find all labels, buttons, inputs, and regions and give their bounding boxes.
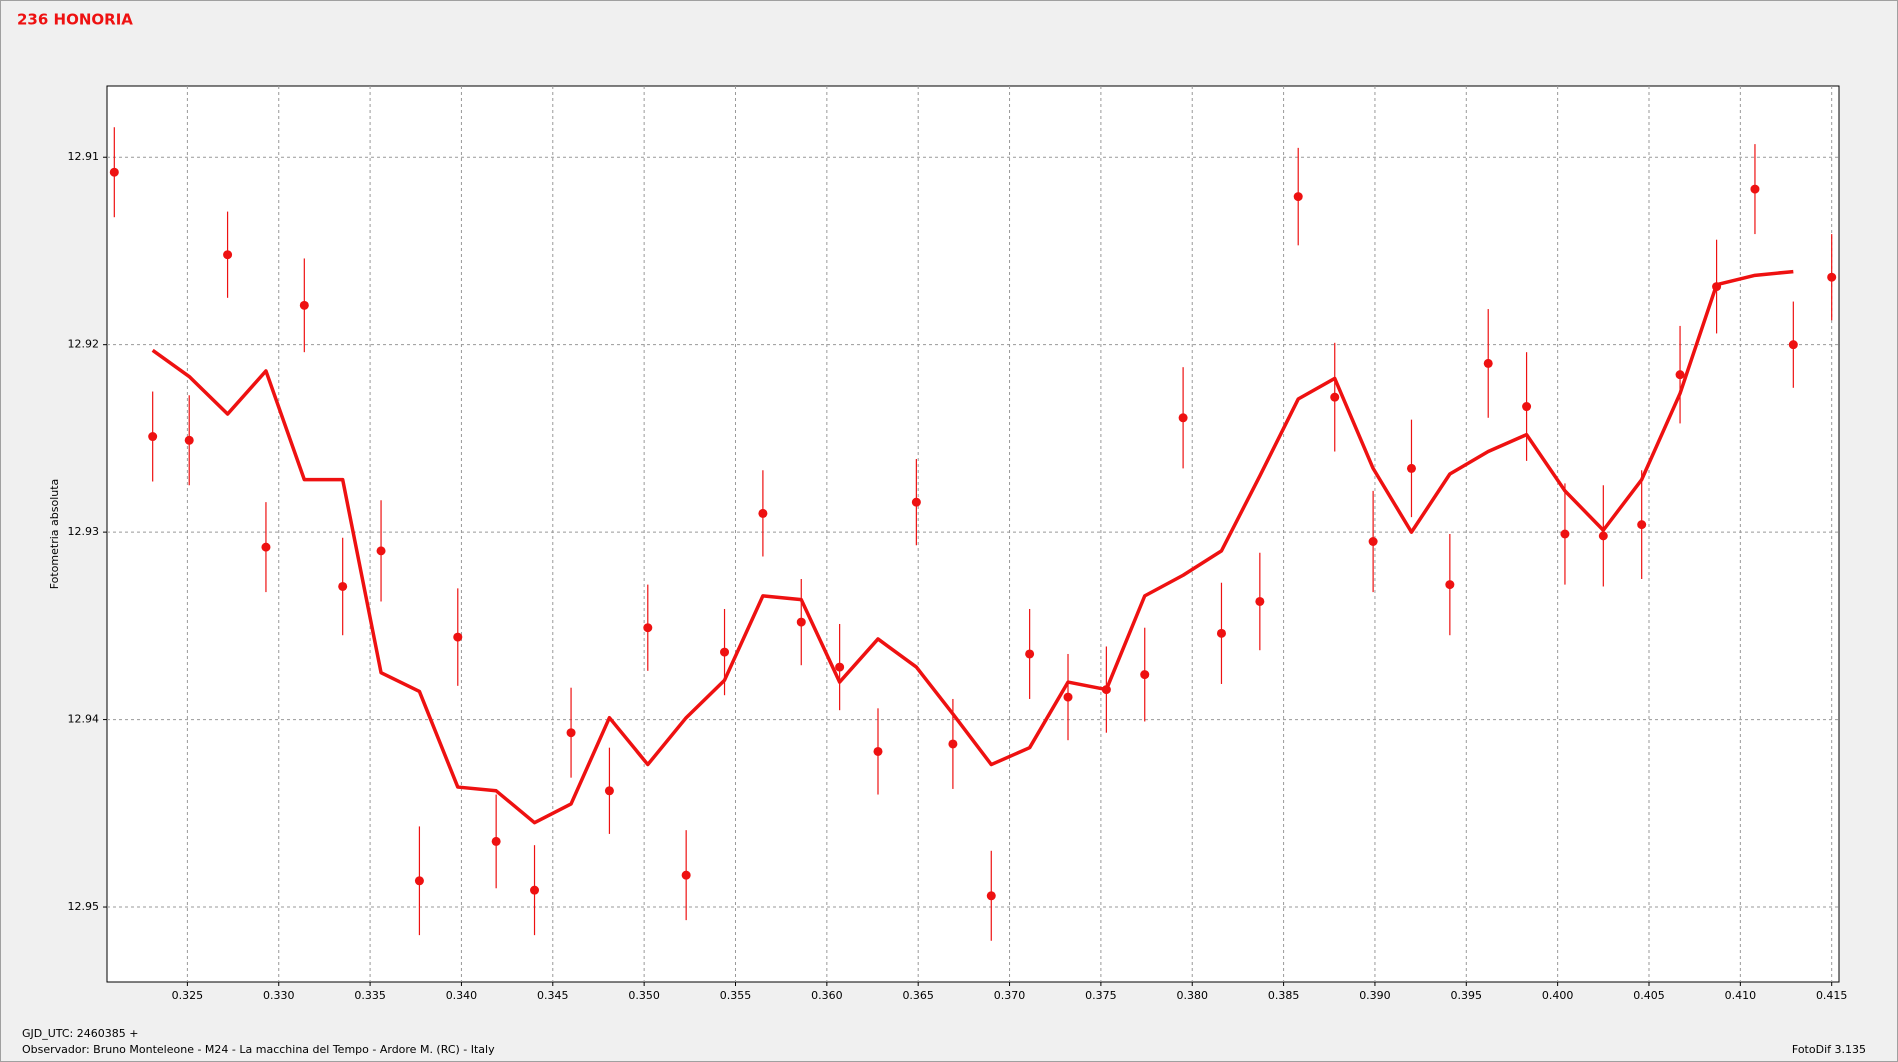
x-tick-label: 0.360	[811, 989, 843, 1002]
x-tick-label: 0.350	[628, 989, 660, 1002]
trend-line	[151, 269, 1794, 825]
data-point	[1750, 184, 1760, 194]
x-tick-label: 0.335	[354, 989, 386, 1002]
data-point	[1330, 392, 1340, 402]
data-point	[1675, 370, 1685, 380]
data-point	[223, 250, 233, 260]
x-tick-label: 0.365	[902, 989, 934, 1002]
data-point	[835, 662, 845, 672]
data-point	[1368, 536, 1378, 546]
data-point	[566, 728, 576, 738]
data-point	[1255, 596, 1265, 606]
x-tick-label: 0.380	[1176, 989, 1208, 1002]
data-point	[948, 739, 958, 749]
footer-text: GJD_UTC: 2460385 +	[22, 1027, 138, 1040]
data-point	[109, 167, 119, 177]
footer-text: Observador: Bruno Monteleone - M24 - La …	[22, 1043, 495, 1056]
data-point	[1063, 692, 1073, 702]
data-point	[873, 746, 883, 756]
x-tick-label: 0.330	[263, 989, 295, 1002]
x-tick-label: 0.345	[537, 989, 569, 1002]
x-tick-label: 0.370	[994, 989, 1026, 1002]
data-point	[758, 508, 768, 518]
data-point	[261, 542, 271, 552]
data-point	[1788, 340, 1798, 350]
y-axis-label: Fotometria absoluta	[48, 479, 61, 590]
data-point	[1293, 192, 1303, 202]
data-point	[1025, 649, 1035, 659]
data-point	[491, 836, 501, 846]
data-point	[681, 870, 691, 880]
data-point	[1178, 413, 1188, 423]
x-tick-label: 0.410	[1725, 989, 1757, 1002]
data-point	[1598, 531, 1608, 541]
x-tick-label: 0.400	[1542, 989, 1574, 1002]
data-point	[604, 786, 614, 796]
data-point	[643, 623, 653, 633]
data-point	[148, 432, 158, 442]
plot-area	[106, 85, 1840, 983]
data-point	[1140, 670, 1150, 680]
x-tick-label: 0.395	[1451, 989, 1483, 1002]
chart-title: 236 HONORIA	[17, 11, 133, 29]
data-point	[1483, 358, 1493, 368]
data-point	[1827, 272, 1837, 282]
data-point	[911, 497, 921, 507]
data-point	[299, 300, 309, 310]
data-point	[796, 617, 806, 627]
x-tick-label: 0.355	[720, 989, 752, 1002]
x-tick-label: 0.340	[446, 989, 478, 1002]
data-point	[986, 891, 996, 901]
data-point	[184, 435, 194, 445]
y-tick-label: 12.95	[68, 900, 100, 913]
footer-text: FotoDif 3.135	[1792, 1043, 1866, 1056]
data-point	[338, 581, 348, 591]
y-tick-label: 12.93	[68, 525, 100, 538]
y-tick-label: 12.92	[68, 338, 100, 351]
data-point	[1522, 402, 1532, 412]
y-tick-label: 12.94	[68, 713, 100, 726]
data-point	[1216, 628, 1226, 638]
data-point	[414, 876, 424, 886]
x-tick-label: 0.385	[1268, 989, 1300, 1002]
data-point	[1445, 580, 1455, 590]
x-tick-label: 0.415	[1816, 989, 1848, 1002]
x-tick-label: 0.405	[1633, 989, 1665, 1002]
x-tick-label: 0.390	[1359, 989, 1391, 1002]
x-tick-label: 0.325	[172, 989, 204, 1002]
data-point	[1560, 529, 1570, 539]
data-point	[1637, 520, 1647, 530]
data-point	[530, 885, 540, 895]
data-point	[376, 546, 386, 556]
data-point	[453, 632, 463, 642]
data-point	[1406, 463, 1416, 473]
x-tick-label: 0.375	[1085, 989, 1117, 1002]
data-point	[720, 647, 730, 657]
y-tick-label: 12.91	[68, 150, 100, 163]
